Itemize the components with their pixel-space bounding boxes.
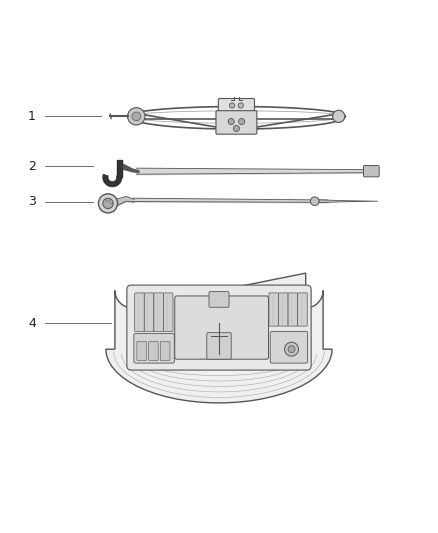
Circle shape [132,112,141,120]
FancyBboxPatch shape [137,341,146,360]
Circle shape [230,103,235,108]
Circle shape [239,118,245,125]
Circle shape [228,118,234,125]
FancyBboxPatch shape [154,293,163,332]
FancyBboxPatch shape [127,285,311,370]
FancyBboxPatch shape [148,341,158,360]
FancyBboxPatch shape [288,293,298,326]
FancyBboxPatch shape [279,293,288,326]
Polygon shape [319,200,378,203]
FancyBboxPatch shape [298,293,307,326]
Circle shape [238,103,244,108]
FancyBboxPatch shape [160,341,170,360]
FancyBboxPatch shape [144,293,154,332]
Text: 2: 2 [28,160,36,173]
Circle shape [103,198,113,208]
Circle shape [311,197,319,206]
FancyBboxPatch shape [269,293,279,326]
FancyBboxPatch shape [270,332,307,363]
FancyBboxPatch shape [364,166,379,177]
FancyBboxPatch shape [209,292,229,308]
FancyBboxPatch shape [219,99,254,114]
FancyBboxPatch shape [216,111,257,134]
Polygon shape [103,174,122,187]
Polygon shape [106,273,332,403]
Circle shape [332,110,345,123]
Text: 4: 4 [28,317,36,329]
Text: 1: 1 [28,110,36,123]
FancyBboxPatch shape [163,293,173,332]
Circle shape [233,125,240,132]
Circle shape [127,108,145,125]
Circle shape [288,346,295,353]
FancyBboxPatch shape [135,293,144,332]
Circle shape [285,342,299,356]
FancyBboxPatch shape [134,334,174,363]
Circle shape [99,194,117,213]
Text: 3: 3 [28,195,36,208]
FancyBboxPatch shape [175,296,268,359]
FancyBboxPatch shape [207,333,231,359]
